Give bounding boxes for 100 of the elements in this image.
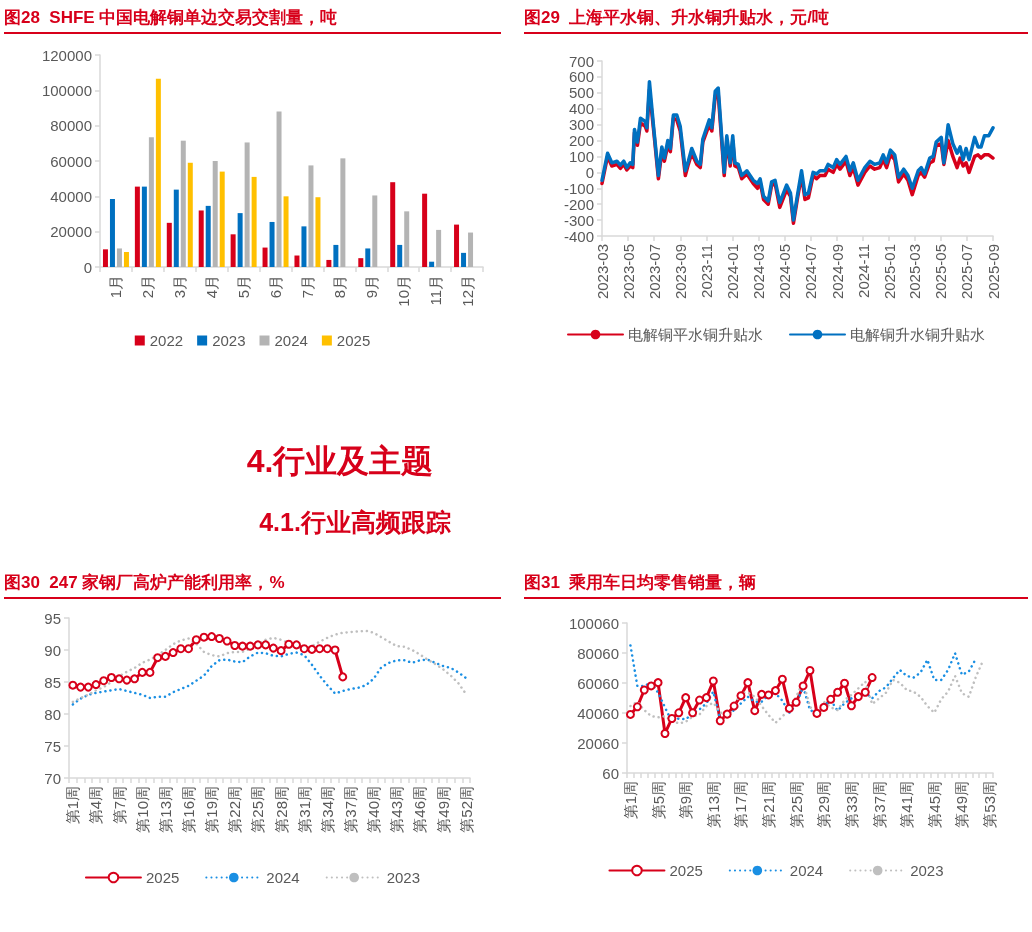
point: [160, 651, 170, 661]
text: 4.1.行业高频跟踪: [258, 507, 452, 538]
point: [646, 681, 656, 691]
bar: [429, 261, 435, 267]
bar: [166, 222, 172, 267]
point: [695, 695, 705, 705]
point: [184, 644, 194, 654]
point: [307, 644, 317, 654]
bar: [404, 211, 410, 267]
bar: [187, 162, 193, 267]
x-tick-label: 11月: [426, 275, 444, 306]
point: [653, 678, 663, 688]
bar: [230, 234, 236, 267]
x-tick-label: 2月: [139, 275, 157, 299]
point: [736, 691, 746, 701]
bar: [333, 244, 339, 267]
bar: [109, 198, 115, 267]
y-tick-label: -400: [563, 227, 594, 245]
bar: [102, 249, 108, 267]
point: [338, 672, 348, 682]
point: [76, 682, 86, 692]
point: [681, 693, 691, 703]
x-tick-label: 第29周: [815, 781, 833, 828]
bar: [141, 186, 147, 267]
point: [322, 644, 332, 654]
point: [284, 639, 294, 649]
x-tick-label: 2023-05: [619, 244, 637, 300]
x-tick-label: 第10周: [133, 786, 151, 833]
point: [708, 676, 718, 686]
point: [114, 674, 124, 684]
bar: [461, 252, 467, 267]
point: [840, 678, 850, 688]
bar: [134, 186, 140, 267]
bar: [294, 255, 300, 267]
y-tick-label: 700: [568, 52, 594, 70]
x-tick-label: 10月: [394, 275, 412, 307]
legend-label: 2023: [386, 869, 421, 886]
y-tick-label: 120000: [41, 46, 92, 64]
point: [784, 703, 794, 713]
x-tick-label: 2025-07: [958, 244, 976, 300]
x-tick-label: 4月: [203, 275, 221, 299]
legend-label: 2024: [789, 862, 824, 879]
x-tick-label: 第53周: [981, 781, 999, 828]
point: [819, 702, 829, 712]
line-series: [629, 660, 984, 725]
point: [860, 687, 870, 697]
x-tick-label: 第19周: [203, 786, 221, 833]
y-tick-label: 400: [568, 100, 594, 118]
bar: [205, 205, 211, 267]
legend-label: 电解铜升水铜升贴水: [850, 326, 985, 343]
bar: [155, 78, 161, 267]
point: [253, 640, 263, 650]
x-tick-label: 2023-03: [593, 244, 611, 300]
point: [261, 640, 271, 650]
point: [846, 701, 856, 711]
legend-label: 2024: [266, 869, 300, 886]
x-tick-label: 第9周: [677, 781, 695, 820]
point: [674, 708, 684, 718]
chart-title: 图29 上海平水铜、升水铜升贴水，元/吨: [524, 6, 1028, 34]
x-tick-label: 第41周: [898, 781, 916, 828]
y-tick-label: 75: [44, 737, 61, 755]
bar: [326, 259, 332, 267]
point: [299, 644, 309, 654]
y-tick-label: 60060: [577, 674, 619, 692]
point: [639, 685, 649, 695]
x-tick-label: 2025-09: [984, 244, 1002, 300]
x-tick-label: 2025-01: [880, 244, 898, 300]
bar: [262, 247, 268, 267]
bar: [283, 196, 289, 267]
x-tick-label: 第16周: [180, 786, 198, 833]
bar: [173, 189, 179, 267]
point: [330, 645, 340, 655]
x-tick-label: 第1周: [621, 781, 639, 820]
point: [230, 641, 240, 651]
chart-title: 图28 SHFE 中国电解铜单边交易交割量，吨: [4, 6, 501, 34]
bar: [454, 224, 460, 267]
point: [99, 676, 109, 686]
bar: [244, 142, 250, 267]
y-tick-label: 100060: [568, 614, 619, 632]
x-tick-label: 2023-11: [698, 244, 716, 298]
point: [729, 701, 739, 711]
x-tick-label: 第22周: [226, 786, 244, 833]
point: [153, 653, 163, 663]
legend-label: 2025: [669, 862, 703, 879]
x-tick-label: 第37周: [870, 781, 888, 828]
point: [833, 687, 843, 697]
x-tick-label: 2024-09: [828, 244, 846, 300]
x-tick-label: 9月: [362, 275, 380, 299]
y-tick-label: 60: [602, 764, 619, 782]
x-tick-label: 5月: [235, 275, 253, 299]
point: [757, 689, 767, 699]
bar: [365, 248, 371, 267]
x-tick-label: 2024-05: [775, 244, 793, 300]
x-tick-label: 第45周: [925, 781, 943, 828]
x-tick-label: 第13周: [156, 786, 174, 833]
legend-label: 2025: [336, 332, 371, 349]
x-tick-label: 7月: [298, 275, 316, 299]
point: [750, 706, 760, 716]
legend-label: 电解铜平水铜升贴水: [628, 326, 763, 343]
x-tick-label: 12月: [458, 275, 476, 307]
